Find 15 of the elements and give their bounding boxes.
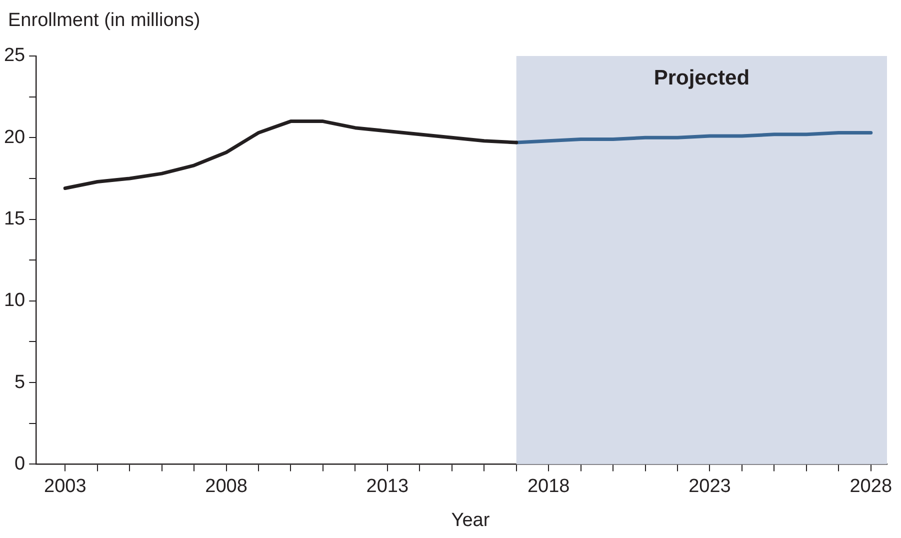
x-tick-label: 2028 [850,476,892,497]
band-label: Projected [654,66,750,90]
y-tick-label: 25 [4,45,26,66]
y-tick-label: 0 [14,453,26,474]
x-tick-label: 2013 [366,476,409,497]
y-tick-label: 20 [4,126,26,148]
y-tick-label: 10 [4,290,26,312]
x-tick-label: 2003 [44,476,86,497]
y-tick-label: 15 [4,208,26,230]
x-tick-label: 2008 [205,476,248,497]
x-tick-label: 2018 [527,476,570,497]
y-tick-label: 5 [14,372,26,393]
x-axis-title: Year [450,510,491,532]
x-tick-label: 2023 [688,476,731,497]
y-axis-title: Enrollment (in millions) [8,10,200,32]
